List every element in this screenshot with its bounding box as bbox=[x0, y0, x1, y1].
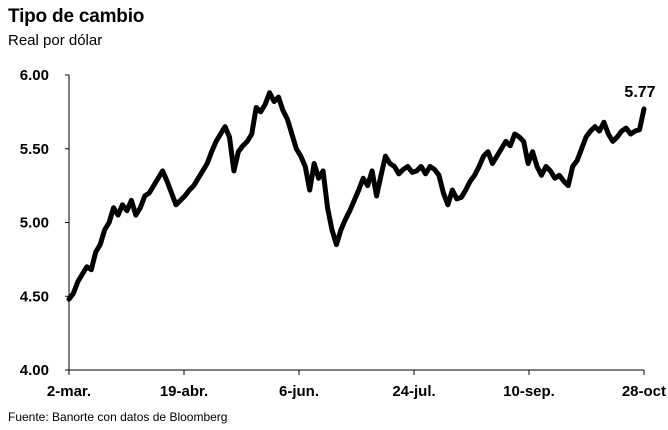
x-tick-label: 19-abr. bbox=[160, 383, 208, 400]
line-chart: 4.00 4.50 5.00 5.50 6.00 2-mar. 19-abr. 6-jun.… bbox=[20, 67, 666, 400]
series-line bbox=[66, 90, 647, 302]
y-axis: 4.00 4.50 5.00 5.50 6.00 bbox=[20, 67, 70, 379]
chart-subtitle: Real por dólar bbox=[8, 32, 103, 49]
y-tick-label: 5.50 bbox=[20, 141, 49, 158]
chart-source: Fuente: Banorte con datos de Bloomberg bbox=[8, 410, 228, 424]
x-tick-label: 10-sep. bbox=[503, 383, 555, 400]
end-value-label: 5.77 bbox=[624, 84, 655, 101]
y-tick-label: 4.50 bbox=[20, 288, 49, 305]
series-group bbox=[66, 90, 647, 302]
chart-title: Tipo de cambio bbox=[8, 6, 145, 27]
x-tick-label: 2-mar. bbox=[47, 383, 91, 400]
data-labels: 5.77 bbox=[624, 84, 655, 101]
x-tick-label: 6-jun. bbox=[279, 383, 319, 400]
y-tick-label: 4.00 bbox=[20, 362, 49, 379]
x-axis: 2-mar. 19-abr. 6-jun. 24-jul. 10-sep. 28-oct bbox=[47, 369, 666, 400]
x-tick-label: 24-jul. bbox=[392, 383, 435, 400]
x-tick-label: 28-oct bbox=[622, 383, 666, 400]
y-tick-label: 6.00 bbox=[20, 67, 49, 84]
y-tick-label: 5.00 bbox=[20, 215, 49, 232]
